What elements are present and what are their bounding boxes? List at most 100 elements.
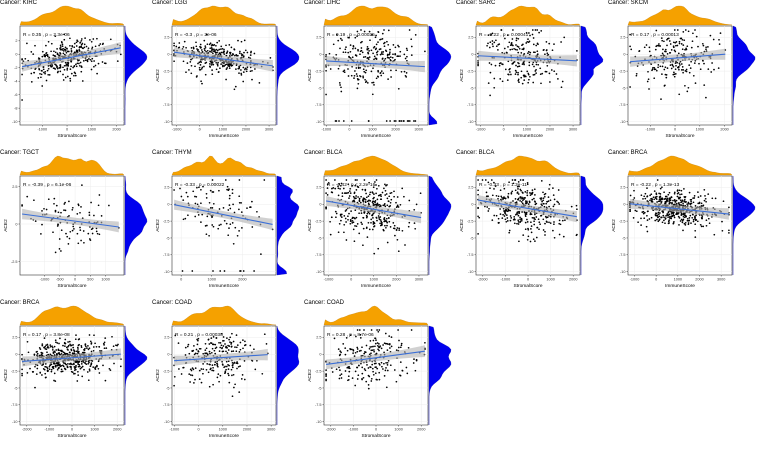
data-point bbox=[97, 360, 100, 363]
data-point bbox=[526, 194, 529, 197]
data-point bbox=[658, 43, 660, 45]
data-point bbox=[663, 216, 665, 219]
data-point bbox=[329, 220, 331, 223]
data-point bbox=[398, 227, 401, 230]
y-tick-label: -10 bbox=[620, 120, 626, 124]
data-point bbox=[681, 199, 684, 202]
data-point bbox=[657, 64, 660, 66]
data-point bbox=[635, 210, 638, 213]
data-point bbox=[522, 234, 525, 236]
data-point bbox=[548, 183, 551, 186]
data-point bbox=[206, 49, 209, 52]
data-point bbox=[352, 352, 354, 354]
data-point bbox=[519, 200, 521, 202]
data-point bbox=[368, 228, 371, 231]
data-point bbox=[40, 76, 42, 79]
data-point bbox=[709, 34, 712, 37]
data-point bbox=[173, 42, 175, 45]
data-point bbox=[507, 73, 509, 76]
data-point bbox=[513, 222, 516, 225]
data-point bbox=[98, 194, 101, 196]
data-point bbox=[58, 366, 60, 369]
side-density bbox=[428, 175, 452, 275]
data-point bbox=[241, 374, 244, 376]
data-point bbox=[383, 342, 386, 345]
x-tick-label: 2000 bbox=[113, 428, 121, 432]
data-point bbox=[96, 37, 98, 40]
data-point bbox=[238, 201, 241, 204]
data-point bbox=[679, 37, 682, 40]
data-point bbox=[219, 346, 222, 349]
x-tick-label: 1000 bbox=[368, 128, 376, 132]
data-point bbox=[198, 378, 201, 380]
data-point bbox=[533, 220, 535, 223]
data-point bbox=[699, 68, 702, 71]
data-point bbox=[348, 197, 350, 199]
data-point bbox=[694, 229, 697, 232]
data-point bbox=[714, 197, 717, 200]
data-point bbox=[372, 197, 375, 200]
data-point bbox=[249, 70, 252, 73]
data-point bbox=[661, 65, 664, 68]
y-tick-label: -5 bbox=[318, 236, 321, 240]
data-point bbox=[654, 214, 657, 216]
data-point bbox=[205, 197, 208, 199]
data-point bbox=[204, 349, 207, 351]
data-point bbox=[405, 72, 408, 74]
data-point bbox=[526, 182, 529, 184]
x-tick-label: -1000 bbox=[321, 128, 331, 132]
x-axis-label: ImmuneScore bbox=[209, 283, 239, 289]
data-point bbox=[214, 363, 216, 366]
data-point bbox=[228, 381, 231, 384]
data-point bbox=[89, 58, 92, 61]
data-point bbox=[361, 372, 364, 375]
data-point bbox=[350, 74, 353, 77]
data-point bbox=[553, 70, 556, 73]
y-tick-label: -5 bbox=[470, 236, 473, 240]
data-point bbox=[390, 69, 392, 72]
data-point bbox=[505, 220, 508, 223]
data-point bbox=[93, 334, 95, 337]
data-point bbox=[335, 53, 338, 56]
data-point bbox=[518, 240, 520, 243]
data-point bbox=[345, 46, 347, 48]
data-point bbox=[196, 338, 198, 341]
data-point bbox=[79, 367, 82, 370]
data-point bbox=[410, 329, 413, 331]
data-point bbox=[546, 64, 549, 67]
data-point bbox=[378, 203, 381, 206]
x-tick-label: -1000 bbox=[349, 428, 359, 432]
data-point bbox=[80, 45, 82, 48]
data-point bbox=[218, 224, 221, 227]
data-point bbox=[104, 337, 107, 339]
data-point bbox=[664, 66, 667, 69]
data-point bbox=[37, 77, 40, 79]
data-point bbox=[92, 366, 95, 368]
data-point bbox=[545, 41, 548, 43]
data-point bbox=[234, 54, 236, 57]
data-point bbox=[520, 189, 522, 192]
data-point bbox=[240, 40, 243, 43]
data-point bbox=[688, 71, 691, 74]
data-point bbox=[373, 55, 376, 58]
data-point bbox=[83, 241, 85, 244]
data-point bbox=[561, 80, 564, 83]
data-point bbox=[220, 63, 222, 65]
data-point bbox=[224, 370, 227, 373]
data-point bbox=[97, 204, 100, 207]
y-tick-label: 2.5 bbox=[316, 36, 321, 40]
data-point bbox=[698, 202, 701, 205]
data-point bbox=[235, 346, 238, 349]
data-point bbox=[76, 380, 79, 382]
data-point bbox=[523, 63, 525, 66]
data-point bbox=[516, 211, 519, 214]
data-point bbox=[699, 223, 702, 226]
data-point bbox=[363, 211, 366, 213]
y-tick-label: -10 bbox=[12, 420, 18, 424]
data-point bbox=[685, 68, 688, 71]
data-point bbox=[407, 346, 410, 349]
data-point bbox=[380, 74, 383, 77]
x-tick-label: 1000 bbox=[101, 278, 109, 282]
data-point bbox=[383, 218, 385, 220]
data-point bbox=[708, 222, 711, 225]
